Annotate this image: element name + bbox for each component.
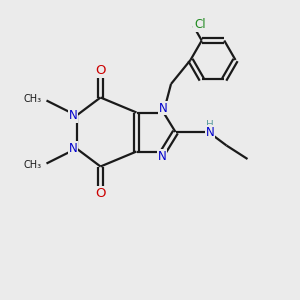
Text: N: N	[206, 126, 214, 139]
Text: N: N	[68, 109, 77, 122]
Text: N: N	[68, 142, 77, 155]
Text: H: H	[206, 119, 214, 130]
Text: O: O	[95, 64, 106, 77]
Text: N: N	[159, 101, 168, 115]
Text: O: O	[95, 187, 106, 200]
Text: CH₃: CH₃	[24, 94, 42, 104]
Text: N: N	[158, 149, 166, 163]
Text: Cl: Cl	[194, 18, 206, 31]
Text: CH₃: CH₃	[24, 160, 42, 170]
